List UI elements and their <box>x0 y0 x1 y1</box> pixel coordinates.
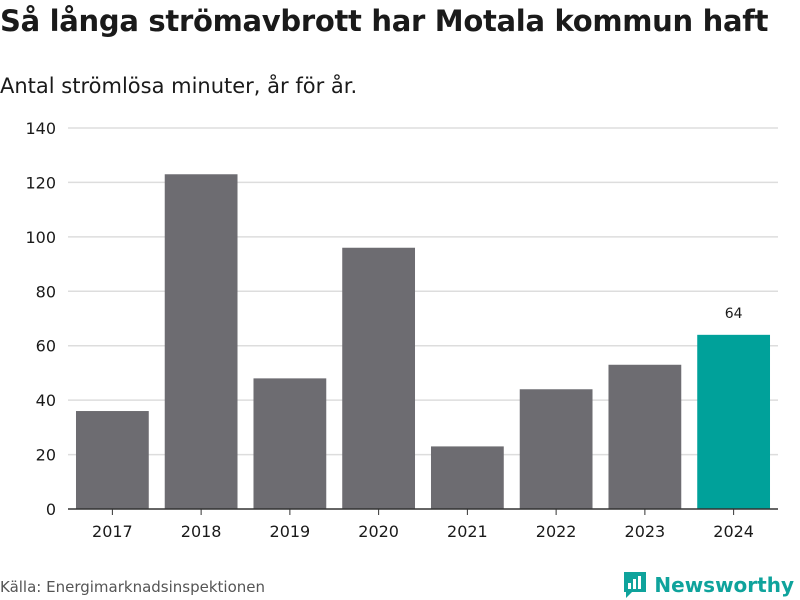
x-tick-label-2022: 2022 <box>536 522 577 541</box>
x-tick-label-2018: 2018 <box>181 522 222 541</box>
data-label-2024: 64 <box>725 306 743 322</box>
labels: 0 20 40 60 80 100 120 140 2017 2018 2019 2020 2021 20… <box>25 119 754 541</box>
bar-2021 <box>430 446 504 509</box>
bar-2022 <box>519 389 593 509</box>
x-tick-label-2024: 2024 <box>713 522 754 541</box>
source-note: Källa: Energimarknadsinspektionen <box>0 578 266 596</box>
y-tick-label-80: 80 <box>36 282 56 301</box>
x-tick-label-2020: 2020 <box>358 522 399 541</box>
chart-subtitle: Antal strömlösa minuter, år för år. <box>0 74 358 98</box>
brand-name: Newsworthy <box>654 573 794 597</box>
y-tick-label-40: 40 <box>36 391 56 410</box>
x-tick-label-2019: 2019 <box>270 522 311 541</box>
y-tick-label-20: 20 <box>36 446 56 465</box>
bar-2018 <box>164 174 238 509</box>
y-tick-label-60: 60 <box>36 337 56 356</box>
y-tick-label-140: 140 <box>25 119 56 138</box>
bars <box>75 174 771 509</box>
y-tick-label-0: 0 <box>46 500 56 519</box>
y-tick-label-120: 120 <box>25 173 56 192</box>
brand-logo: Newsworthy <box>622 570 794 600</box>
x-tick-label-2021: 2021 <box>447 522 488 541</box>
y-tick-label-100: 100 <box>25 228 56 247</box>
x-tick-label-2017: 2017 <box>92 522 133 541</box>
bar-2019 <box>253 378 327 509</box>
bar-2020 <box>342 247 416 509</box>
axes <box>68 508 778 515</box>
x-tick-label-2023: 2023 <box>625 522 666 541</box>
bar-2023 <box>608 364 682 509</box>
bar-2017 <box>75 411 149 509</box>
newsworthy-logo-icon <box>624 572 647 598</box>
chart-title: Så långa strömavbrott har Motala kommun … <box>0 4 769 38</box>
bar-2024 <box>697 334 771 509</box>
